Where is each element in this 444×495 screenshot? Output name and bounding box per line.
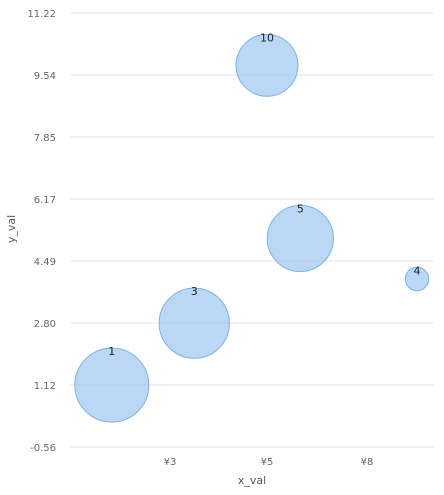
x-tick-label: ¥8: [361, 457, 374, 468]
y-tick-label: 7.85: [34, 133, 56, 144]
y-tick-label: 4.49: [34, 257, 56, 268]
bubble[interactable]: [404, 266, 430, 292]
bubble-label: 5: [297, 202, 304, 215]
bubble-label: 10: [260, 31, 274, 44]
x-tick-label: ¥3: [164, 457, 177, 468]
y-axis-title: y_val: [5, 215, 18, 243]
bubble-label: 3: [191, 285, 198, 298]
bubble[interactable]: [74, 347, 150, 423]
bubbles: 1 3 10 5 4: [74, 31, 430, 423]
bubble-label: 4: [414, 264, 421, 277]
bubble-label: 1: [108, 345, 115, 358]
bubble[interactable]: [266, 204, 334, 273]
y-tick-label: 1.12: [34, 381, 56, 392]
y-axis-ticks: 11.22 9.54 7.85 6.17 4.49 2.80 1.12 -0.56: [27, 9, 56, 454]
bubble[interactable]: [235, 33, 299, 97]
bubble[interactable]: [158, 287, 230, 359]
y-tick-label: 6.17: [34, 195, 56, 206]
y-tick-label: -0.56: [30, 443, 56, 454]
y-tick-label: 11.22: [27, 9, 56, 20]
x-tick-label: ¥5: [261, 457, 274, 468]
x-axis-title: x_val: [238, 474, 266, 487]
y-tick-label: 9.54: [34, 71, 56, 82]
x-axis-ticks: ¥3 ¥5 ¥8: [164, 457, 374, 468]
y-tick-label: 2.80: [34, 319, 56, 330]
